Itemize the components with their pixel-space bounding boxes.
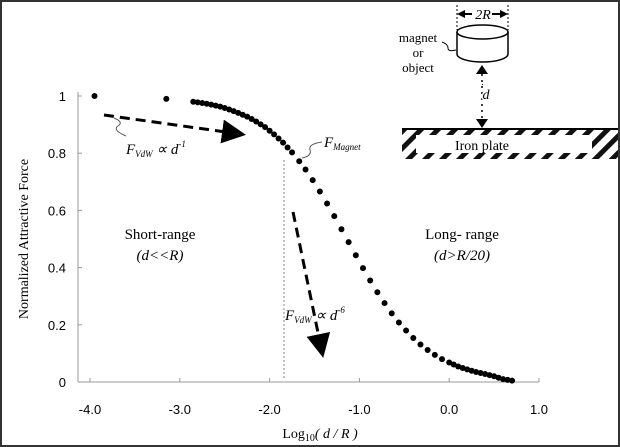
data-point bbox=[473, 368, 480, 375]
iron-plate bbox=[402, 128, 618, 159]
x-tick-label: -1.0 bbox=[348, 402, 370, 417]
short-range-condition: (d<<R) bbox=[137, 248, 184, 264]
data-point bbox=[257, 121, 264, 128]
data-point bbox=[381, 300, 388, 307]
setup-diagram: 2R magnet or object d Iron plate bbox=[399, 5, 618, 159]
data-point bbox=[338, 226, 345, 233]
object-label-2: or bbox=[413, 45, 425, 60]
vdw-d1-leader bbox=[113, 117, 127, 137]
magnet-cylinder bbox=[456, 24, 509, 63]
object-label-3: object bbox=[402, 60, 434, 75]
data-point bbox=[271, 131, 278, 138]
data-point bbox=[504, 376, 511, 383]
data-point bbox=[477, 369, 484, 376]
x-tick-label: -2.0 bbox=[258, 402, 280, 417]
object-label-1: magnet bbox=[399, 30, 438, 45]
data-point bbox=[284, 144, 291, 151]
data-point bbox=[403, 327, 410, 334]
data-point bbox=[163, 95, 170, 102]
data-point bbox=[331, 213, 338, 220]
data-point bbox=[275, 135, 282, 142]
data-points bbox=[91, 93, 516, 384]
data-point bbox=[450, 361, 457, 368]
magnet-label: FMagnet bbox=[323, 135, 361, 152]
x-tick-label: -4.0 bbox=[79, 402, 101, 417]
data-point bbox=[309, 177, 316, 184]
magnet-leader bbox=[301, 141, 323, 159]
data-point bbox=[424, 346, 431, 353]
data-point bbox=[431, 351, 438, 358]
axes: -4.0 -3.0 -2.0 -1.0 0.0 1.0 0 0.2 0.4 0.6 0.8 1 bbox=[48, 89, 548, 417]
data-point bbox=[367, 277, 374, 284]
data-point bbox=[266, 127, 273, 134]
width-label: 2R bbox=[475, 8, 491, 23]
vdw-d1-arrow bbox=[103, 113, 246, 144]
data-point bbox=[212, 102, 219, 109]
data-point bbox=[289, 149, 296, 156]
data-point bbox=[208, 101, 215, 108]
distance-label: d bbox=[483, 88, 491, 103]
long-range-label: Long- range bbox=[425, 227, 499, 243]
data-point bbox=[199, 100, 206, 107]
y-tick-label: 0.8 bbox=[48, 146, 66, 161]
data-point bbox=[296, 158, 303, 165]
y-tick-label: 1 bbox=[59, 89, 66, 104]
vdw-d6-label: FVdW ∝ d-6 bbox=[284, 305, 345, 325]
data-point bbox=[446, 359, 453, 366]
data-point bbox=[203, 100, 210, 107]
y-tick-label: 0.6 bbox=[48, 203, 66, 218]
data-point bbox=[235, 109, 242, 116]
data-point bbox=[500, 376, 507, 383]
data-point bbox=[302, 166, 309, 173]
data-point bbox=[345, 239, 352, 246]
y-tick-label: 0.4 bbox=[48, 261, 66, 276]
x-axis-label: Log10( d / R ) bbox=[282, 427, 358, 444]
data-point bbox=[244, 113, 251, 120]
data-point bbox=[190, 98, 197, 105]
data-point bbox=[395, 319, 402, 326]
data-point bbox=[239, 111, 246, 118]
data-point bbox=[388, 310, 395, 317]
data-point bbox=[253, 118, 260, 125]
data-point bbox=[509, 377, 516, 384]
y-tick-label: 0.2 bbox=[48, 318, 66, 333]
data-point bbox=[359, 265, 366, 272]
data-point bbox=[316, 188, 323, 195]
data-point bbox=[248, 116, 255, 123]
x-tick-label: 0.0 bbox=[440, 402, 458, 417]
long-range-condition: (d>R/20) bbox=[434, 248, 490, 264]
data-point bbox=[324, 200, 331, 207]
y-tick-label: 0 bbox=[59, 375, 66, 390]
data-point bbox=[352, 252, 359, 259]
vdw-d6-arrow bbox=[291, 211, 331, 358]
x-tick-label: 1.0 bbox=[530, 402, 548, 417]
data-point bbox=[194, 99, 201, 106]
iron-plate-label: Iron plate bbox=[455, 139, 509, 154]
data-point bbox=[280, 139, 287, 146]
data-point bbox=[91, 93, 98, 99]
data-point bbox=[262, 124, 269, 131]
data-point bbox=[410, 334, 417, 341]
data-point bbox=[439, 356, 446, 363]
vdw-d1-label: FVdW ∝ d-1 bbox=[125, 139, 186, 159]
data-point bbox=[486, 372, 493, 379]
data-point bbox=[417, 341, 424, 348]
data-point bbox=[482, 370, 489, 377]
y-axis-label: Normalized Attractive Force bbox=[17, 159, 32, 319]
short-range-label: Short-range bbox=[125, 227, 196, 243]
data-point bbox=[374, 289, 381, 296]
x-tick-label: -3.0 bbox=[169, 402, 191, 417]
